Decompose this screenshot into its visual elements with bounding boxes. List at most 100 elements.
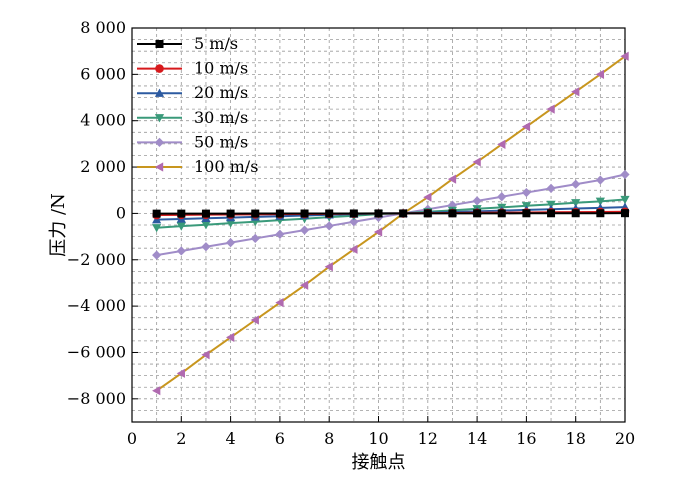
x-tick-label: 20 [615,429,635,448]
grid [132,28,625,422]
data-point [448,209,457,218]
series-line [156,55,626,392]
legend: 5 m/s 10 m/s 20 m/s 30 m/s 50 m/s 100 m/s [137,34,258,176]
data-point [620,169,630,180]
data-point [620,195,630,205]
data-point [250,233,260,244]
x-tick-label: 14 [467,429,487,448]
x-axis-title: 接触点 [352,452,406,473]
y-tick-label: −4 000 [67,296,126,315]
data-point [497,209,506,218]
y-tick-label: 6 000 [80,64,126,83]
data-point [571,179,581,189]
series-5 [152,51,629,396]
data-point [152,224,162,233]
data-point [546,183,556,193]
data-point [497,192,507,202]
series-4 [152,169,630,260]
data-point [226,332,235,343]
legend-item: 100 m/s [137,157,258,176]
x-tick-label: 18 [566,429,586,448]
data-point [152,250,162,260]
legend-item: 5 m/s [137,34,238,53]
data-point [275,229,285,239]
data-point [275,298,284,308]
data-point [176,246,186,256]
y-axis-title: 压力 /N [48,193,69,257]
data-point [399,209,408,218]
legend-marker [155,64,164,73]
data-point [472,196,482,206]
data-point [226,219,236,228]
legend-marker [154,114,165,123]
data-point [176,368,185,378]
y-tick-label: −6 000 [67,342,126,361]
data-point [595,175,605,185]
x-tick-label: 0 [127,429,137,448]
data-point [373,227,383,237]
data-point [595,69,605,79]
data-point [546,104,555,114]
data-point [201,242,211,252]
data-point [571,199,581,208]
data-point [423,209,432,218]
y-tick-label: 8 000 [80,18,126,37]
data-point [374,209,383,218]
data-point [299,225,310,235]
data-point [596,209,605,218]
data-point [299,280,309,290]
legend-label: 10 m/s [194,59,248,78]
y-tick-label: 2 000 [80,157,126,176]
legend-item: 20 m/s [137,83,248,102]
data-point [324,262,333,272]
x-tick-label: 10 [368,429,388,448]
data-point [521,122,531,132]
y-axis: −8 000 −6 000 −4 000 −2 000 0 2 000 4 000 6 000… [67,18,138,408]
data-point [595,197,605,206]
series-layer [152,51,630,396]
series-line [156,173,626,257]
data-point [152,386,161,396]
data-point [324,221,334,231]
data-point [423,192,432,202]
legend-item: 10 m/s [137,59,248,78]
legend-label: 100 m/s [194,157,258,176]
x-tick-label: 12 [418,429,438,448]
data-point [300,209,309,218]
y-tick-label: 0 [116,203,126,222]
data-point [522,209,531,218]
data-point [325,209,334,218]
data-point [176,222,186,231]
data-point [349,217,359,227]
data-point [547,209,556,218]
legend-label: 20 m/s [194,83,248,102]
data-point [250,315,259,325]
x-tick-label: 6 [275,429,285,448]
x-tick-label: 8 [324,429,334,448]
legend-item: 30 m/s [137,108,248,127]
data-point [201,221,211,230]
x-axis: 0 2 4 6 8 10 12 14 16 18 20 [127,416,635,448]
legend-label: 50 m/s [194,132,248,151]
data-point [177,209,186,218]
y-tick-label: −2 000 [67,250,126,269]
legend-marker [154,162,164,172]
data-point [201,209,210,218]
legend-label: 5 m/s [194,34,238,53]
data-point [201,350,210,360]
data-point [152,209,161,218]
data-point [473,209,482,218]
x-tick-label: 2 [176,429,186,448]
series-0 [152,209,629,218]
data-point [620,51,629,61]
x-tick-label: 4 [226,429,236,448]
data-point [275,209,284,218]
y-tick-label: −8 000 [67,389,126,408]
x-tick-label: 16 [516,429,536,448]
y-tick-label: 4 000 [80,111,126,130]
data-point [571,87,580,97]
data-point [521,187,531,198]
legend-marker [155,40,164,48]
data-point [226,209,235,218]
